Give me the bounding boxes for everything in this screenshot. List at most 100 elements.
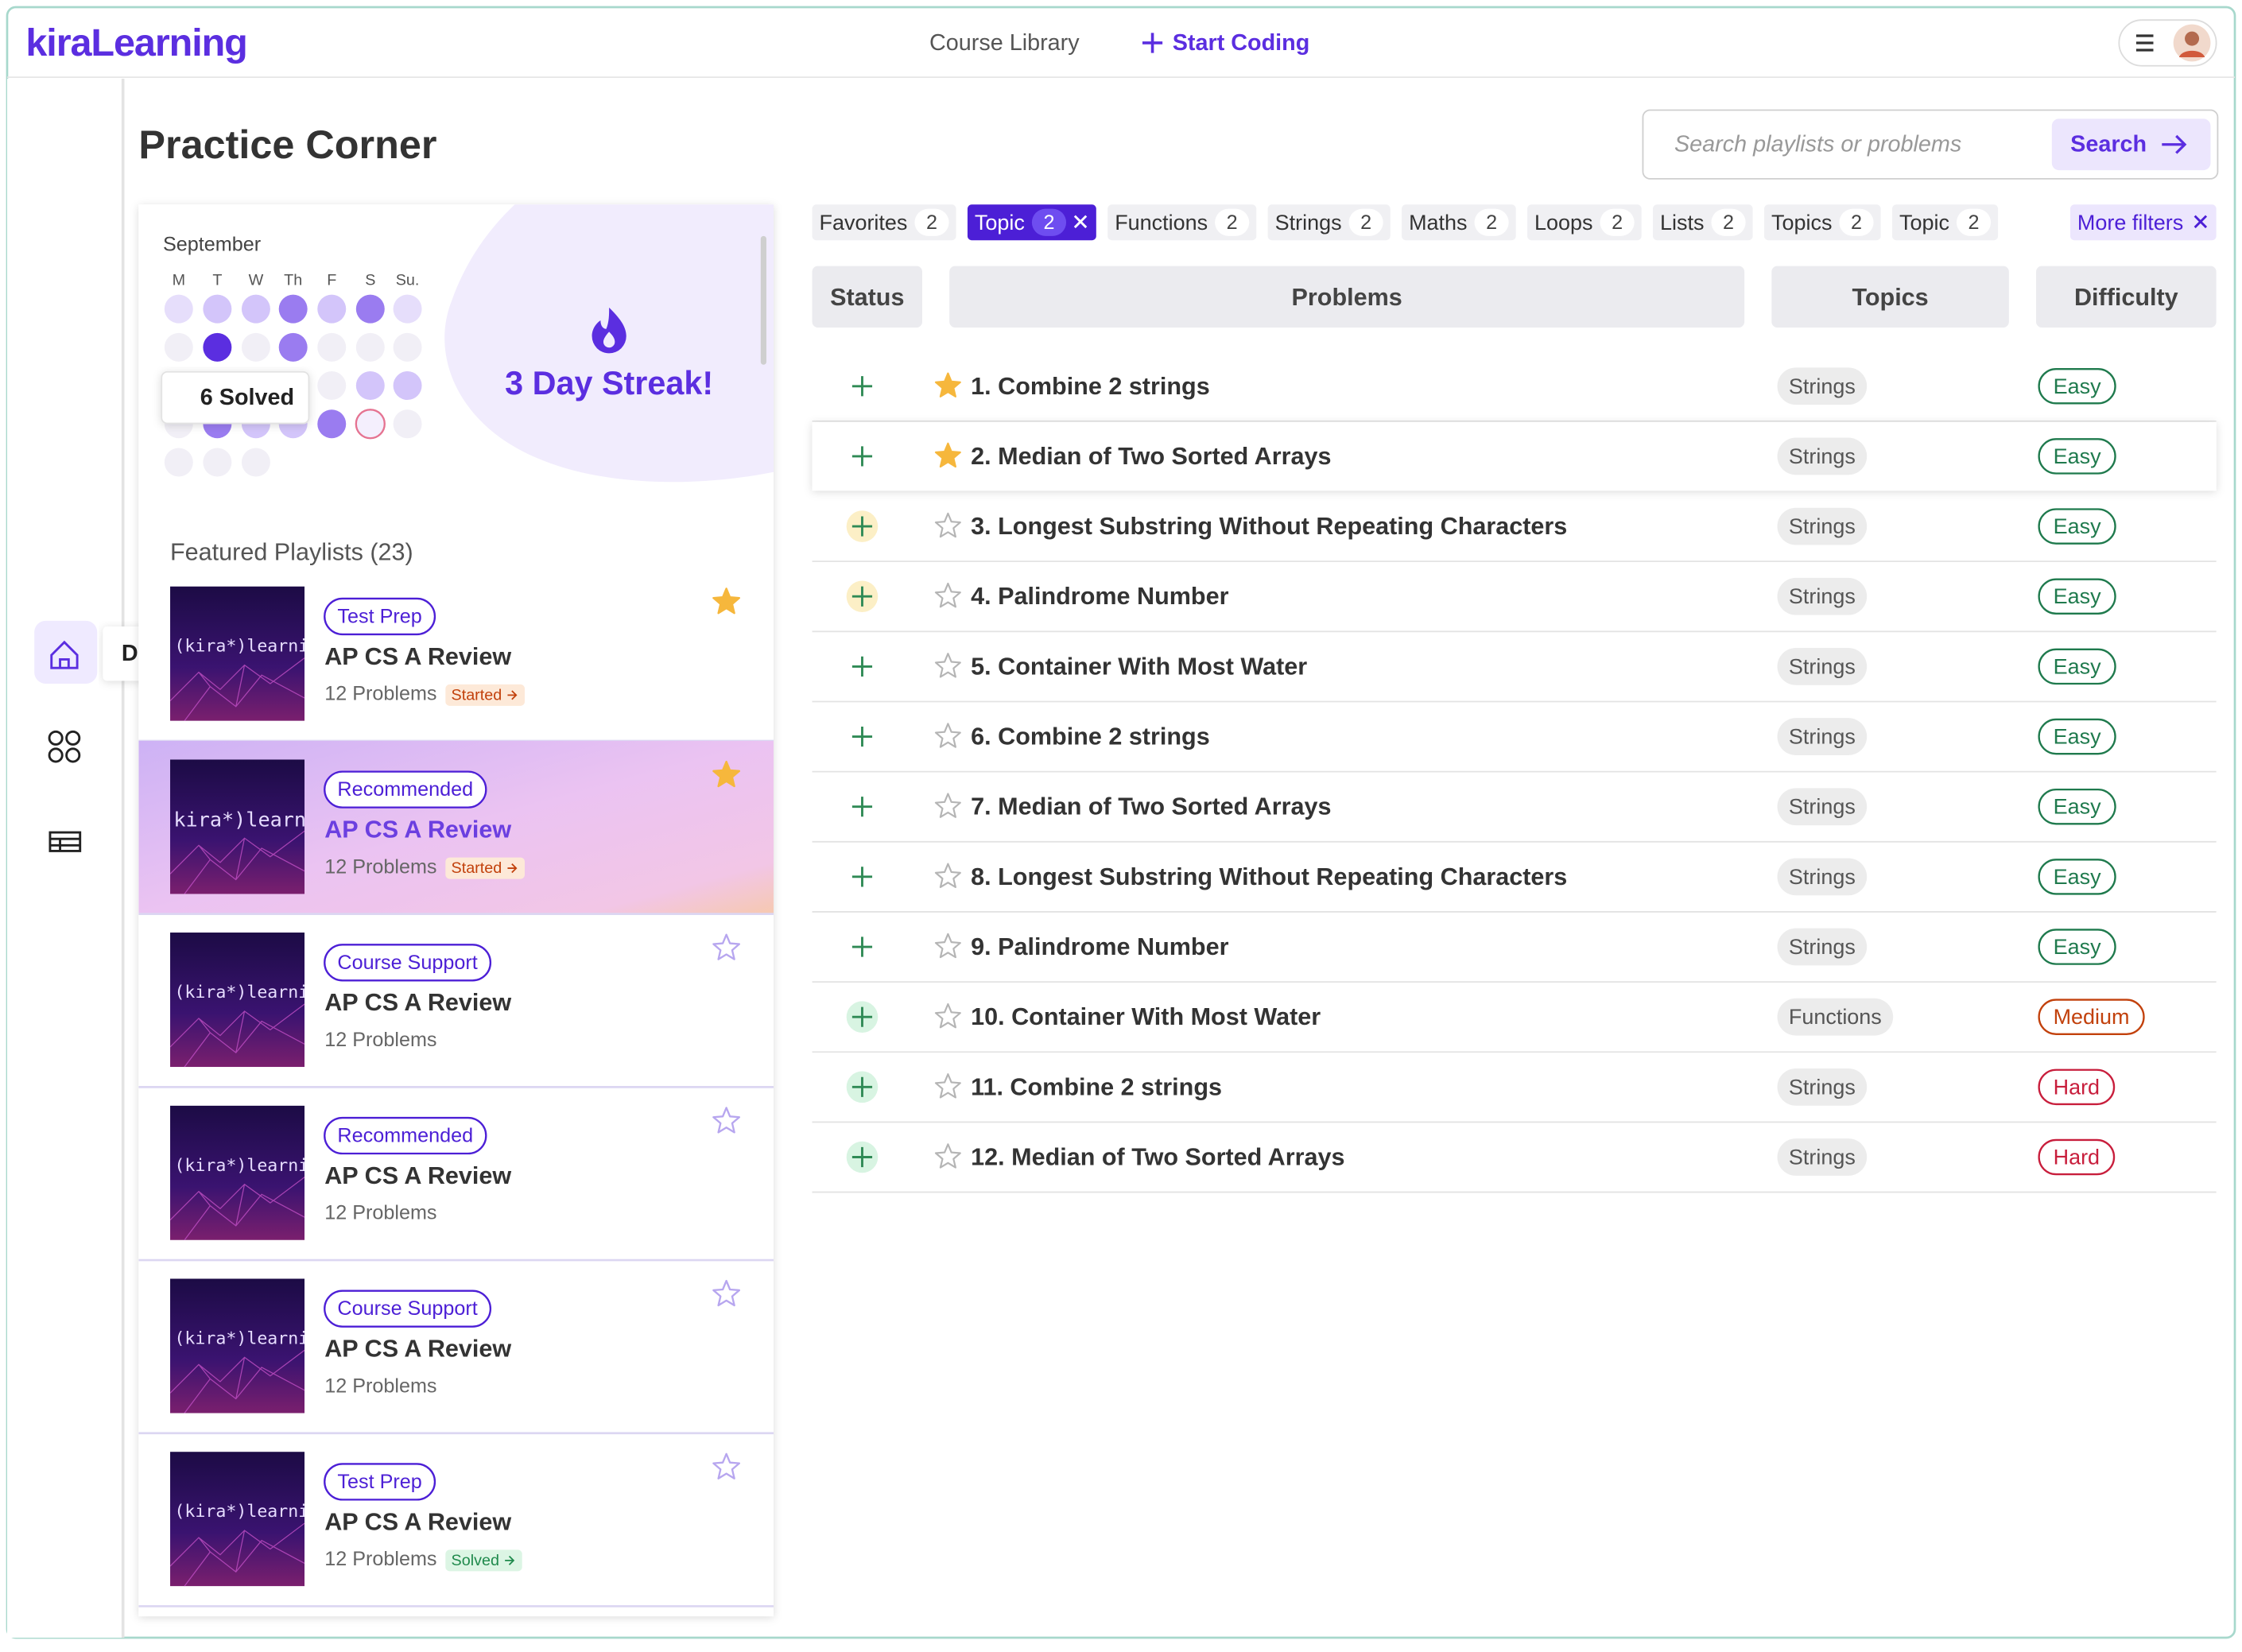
calendar-day[interactable]	[241, 448, 270, 477]
favorite-star[interactable]	[934, 1002, 961, 1029]
calendar-day[interactable]	[355, 294, 385, 324]
favorite-star[interactable]	[712, 1452, 741, 1479]
favorite-star[interactable]	[934, 1143, 961, 1169]
calendar-day-today[interactable]	[355, 409, 386, 440]
favorite-star[interactable]	[934, 442, 961, 468]
favorite-star[interactable]	[934, 863, 961, 889]
filter-count: 2	[1612, 211, 1623, 234]
favorite-star[interactable]	[934, 793, 961, 818]
remove-icon[interactable]	[1073, 215, 1088, 229]
playlist-tag: Course Support	[337, 952, 477, 974]
grid-icon-part	[65, 747, 81, 763]
status-icon[interactable]	[851, 797, 873, 817]
status-icon[interactable]	[851, 1076, 873, 1097]
home-button[interactable]	[34, 620, 98, 684]
status-icon[interactable]	[851, 1146, 873, 1168]
favorite-star[interactable]	[712, 760, 741, 788]
calendar-day[interactable]	[203, 294, 232, 324]
thumbnail: (kira*)learning	[170, 933, 305, 1068]
filter-chip[interactable]: Topic 2	[1891, 204, 1999, 241]
playlist-meta: 12 Problems	[324, 683, 436, 705]
sidebar-tooltip-text: D	[122, 641, 138, 666]
favorite-star[interactable]	[712, 1279, 741, 1307]
playlist-card[interactable]: (kira*)learning Course Support AP CS A Rev…	[138, 1278, 774, 1435]
favorite-star[interactable]	[934, 653, 961, 678]
calendar-day[interactable]	[317, 332, 347, 362]
status-icon[interactable]	[851, 937, 873, 957]
calendar-day[interactable]	[317, 371, 347, 401]
problem-row[interactable]: 4. Palindrome Number Strings Easy	[812, 577, 2217, 633]
table-icon[interactable]	[48, 831, 82, 852]
calendar-day[interactable]	[355, 371, 385, 401]
problem-row[interactable]: 9. Palindrome Number Strings Easy	[812, 928, 2217, 983]
calendar-day[interactable]	[393, 294, 422, 324]
more-filters[interactable]: More filters	[2069, 204, 2217, 241]
status-icon[interactable]	[851, 376, 873, 397]
calendar-day[interactable]	[278, 332, 308, 362]
calendar-day[interactable]	[203, 448, 232, 477]
filter-chip[interactable]: Topics 2	[1764, 204, 1881, 241]
calendar-day[interactable]	[241, 332, 270, 362]
search-button[interactable]	[2051, 118, 2211, 171]
favorite-star[interactable]	[934, 512, 961, 538]
status-icon[interactable]	[851, 656, 873, 677]
calendar-day[interactable]	[278, 294, 308, 324]
problem-row[interactable]: 5. Container With Most Water Strings Easy	[812, 648, 2217, 703]
playlist-card[interactable]: (kira*)learning Test Prep AP CS A Review 12…	[138, 1452, 774, 1607]
filter-chip[interactable]: Topic 2	[967, 204, 1096, 241]
favorite-star[interactable]	[934, 1073, 961, 1099]
calendar-day[interactable]	[317, 409, 347, 439]
calendar-day[interactable]	[164, 294, 193, 324]
calendar-day[interactable]	[355, 332, 385, 362]
problem-row[interactable]: 2. Median of Two Sorted Arrays Strings Eas…	[812, 421, 2217, 491]
playlist-card[interactable]: (kira*)learning Course Support AP CS A Rev…	[138, 933, 774, 1088]
calendar-day[interactable]	[393, 332, 422, 362]
nav-link[interactable]: Start Coding	[1173, 30, 1310, 56]
status-icon[interactable]	[851, 586, 873, 607]
calendar-day[interactable]	[393, 371, 422, 401]
favorite-star[interactable]	[934, 372, 961, 397]
problem-row[interactable]: 8. Longest Substring Without Repeating C…	[812, 858, 2217, 913]
status-icon[interactable]	[851, 446, 873, 467]
filter-chip[interactable]: Favorites 2	[812, 204, 956, 241]
problem-row[interactable]: 1. Combine 2 strings Strings Easy	[812, 367, 2217, 422]
calendar-day[interactable]	[164, 332, 193, 362]
problem-row[interactable]: 12. Median of Two Sorted Arrays Strings Ha…	[812, 1138, 2217, 1193]
favorite-star[interactable]	[934, 933, 961, 959]
favorite-star[interactable]	[712, 933, 741, 960]
problem-row[interactable]: 7. Median of Two Sorted Arrays Strings Eas…	[812, 788, 2217, 843]
status-icon[interactable]	[851, 1006, 873, 1027]
sidebar: D	[6, 78, 146, 1638]
page-title: Practice Corner	[138, 122, 436, 167]
filter-label: Topic	[975, 211, 1025, 235]
playlist-card[interactable]: (kira*)learning Recommended AP CS A Review…	[138, 740, 774, 915]
calendar-day[interactable]	[203, 332, 232, 362]
difficulty-tag-bg	[2038, 508, 2116, 545]
playlist-card[interactable]: (kira*)learning Recommended AP CS A Review…	[138, 1105, 774, 1262]
favorite-star[interactable]	[934, 582, 961, 608]
status-icon[interactable]	[851, 726, 873, 747]
calendar-day[interactable]	[393, 409, 422, 439]
favorite-star[interactable]	[712, 588, 741, 615]
filter-chip[interactable]: Lists 2	[1653, 204, 1753, 241]
calendar-day[interactable]	[241, 294, 270, 324]
filter-chip[interactable]: Strings 2	[1267, 204, 1391, 241]
playlist-card[interactable]: (kira*)learning Test Prep AP CS A Review 12…	[138, 586, 774, 743]
nav-link[interactable]: Course Library	[929, 30, 1080, 56]
favorite-star[interactable]	[934, 723, 961, 748]
filter-chip[interactable]: Loops 2	[1527, 204, 1642, 241]
logo[interactable]: kiraLearning	[25, 21, 247, 64]
remove-icon[interactable]	[2194, 215, 2208, 229]
status-icon[interactable]	[851, 867, 873, 887]
status-icon[interactable]	[851, 516, 873, 537]
calendar-day[interactable]	[164, 448, 193, 477]
filter-chip[interactable]: Maths 2	[1402, 204, 1516, 241]
problem-row[interactable]: 10. Container With Most Water Functions Me…	[812, 998, 2217, 1053]
problem-title: 12. Median of Two Sorted Arrays	[971, 1143, 1344, 1170]
favorite-star[interactable]	[712, 1107, 741, 1134]
problem-row[interactable]: 3. Longest Substring Without Repeating C…	[812, 507, 2217, 563]
problem-row[interactable]: 6. Combine 2 strings Strings Easy	[812, 718, 2217, 773]
problem-row[interactable]: 11. Combine 2 strings Strings Hard	[812, 1068, 2217, 1123]
calendar-day[interactable]	[317, 294, 347, 324]
filter-chip[interactable]: Functions 2	[1107, 204, 1257, 241]
